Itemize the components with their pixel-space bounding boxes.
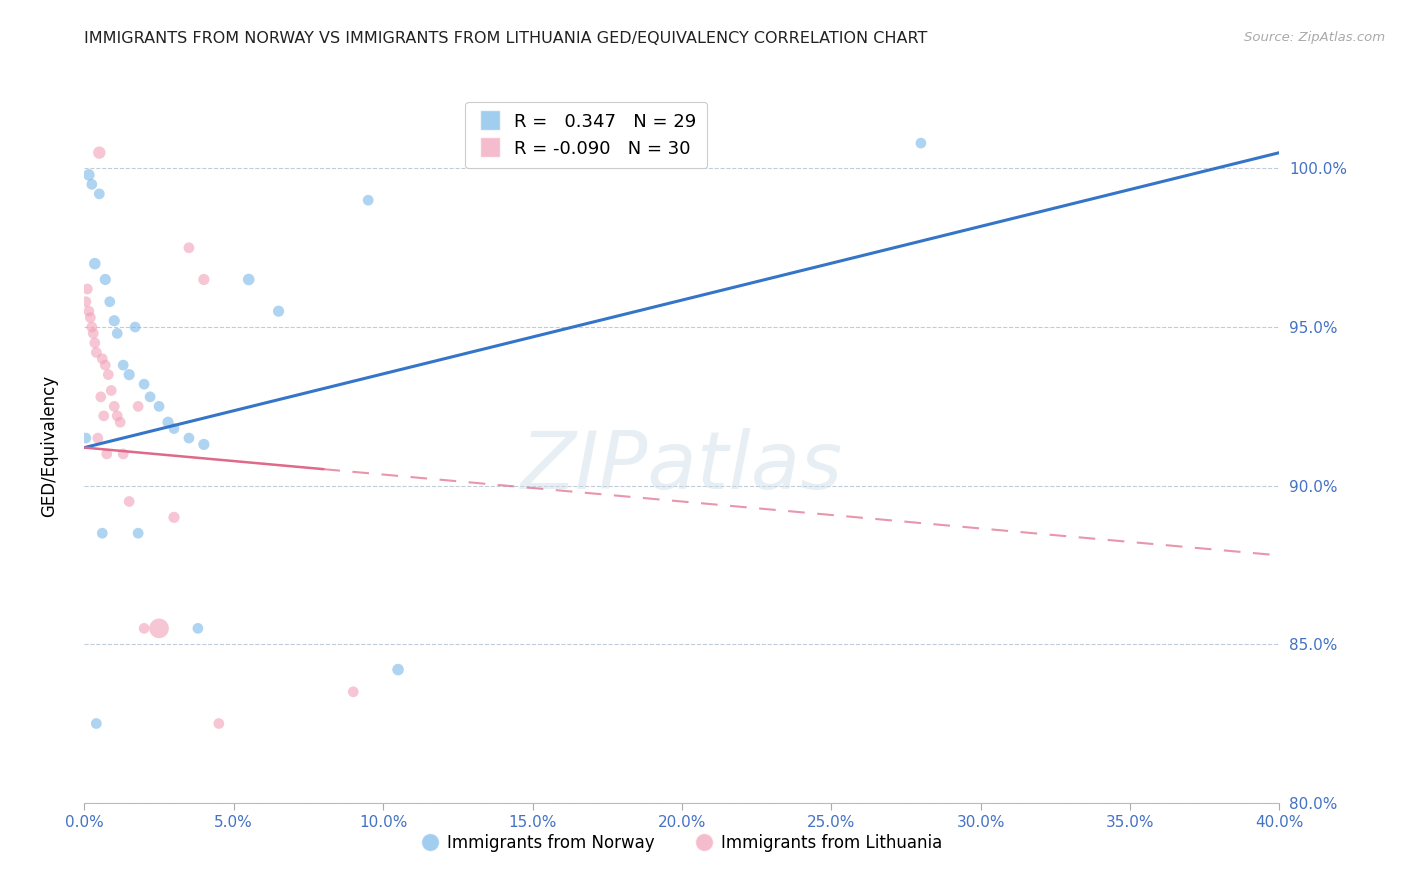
Point — [105, 409, 128, 423]
Point — [77, 304, 100, 318]
Point — [79, 310, 101, 325]
Point — [342, 685, 364, 699]
Point — [492, 145, 515, 160]
Point — [80, 178, 103, 192]
Point — [112, 447, 135, 461]
Text: Source: ZipAtlas.com: Source: ZipAtlas.com — [1244, 31, 1385, 45]
Text: IMMIGRANTS FROM NORWAY VS IMMIGRANTS FROM LITHUANIA GED/EQUIVALENCY CORRELATION : IMMIGRANTS FROM NORWAY VS IMMIGRANTS FRO… — [84, 31, 928, 46]
Point — [89, 145, 111, 160]
Point — [77, 168, 100, 182]
Point — [267, 304, 290, 318]
Point — [118, 368, 141, 382]
Point — [148, 400, 170, 414]
Point — [94, 272, 117, 286]
Point — [103, 314, 125, 328]
Point — [82, 326, 104, 341]
Point — [238, 272, 260, 286]
Point — [86, 345, 108, 359]
Point — [87, 431, 110, 445]
Point — [76, 282, 98, 296]
Point — [75, 294, 97, 309]
Point — [910, 136, 932, 150]
Point — [105, 326, 128, 341]
Point — [157, 415, 180, 429]
Point — [93, 409, 115, 423]
Point — [75, 431, 97, 445]
Point — [148, 621, 170, 635]
Point — [91, 351, 114, 366]
Legend: Immigrants from Norway, Immigrants from Lithuania: Immigrants from Norway, Immigrants from … — [415, 828, 949, 859]
Point — [132, 621, 156, 635]
Point — [177, 241, 200, 255]
Point — [139, 390, 162, 404]
Point — [193, 272, 215, 286]
Point — [100, 384, 122, 398]
Point — [163, 421, 186, 435]
Point — [193, 437, 215, 451]
Point — [97, 368, 120, 382]
Point — [187, 621, 209, 635]
Point — [98, 294, 121, 309]
Point — [357, 193, 380, 207]
Point — [86, 716, 108, 731]
Point — [80, 320, 103, 334]
Point — [96, 447, 118, 461]
Point — [127, 400, 149, 414]
Point — [90, 390, 112, 404]
Point — [118, 494, 141, 508]
Point — [124, 320, 146, 334]
Point — [83, 335, 105, 350]
Point — [91, 526, 114, 541]
Point — [103, 400, 125, 414]
Point — [132, 377, 156, 392]
Text: ZIPatlas: ZIPatlas — [520, 428, 844, 507]
Text: GED/Equivalency: GED/Equivalency — [41, 375, 58, 517]
Point — [83, 257, 105, 271]
Point — [89, 186, 111, 201]
Point — [127, 526, 149, 541]
Point — [177, 431, 200, 445]
Point — [163, 510, 186, 524]
Point — [208, 716, 231, 731]
Point — [94, 358, 117, 372]
Point — [387, 663, 409, 677]
Point — [112, 358, 135, 372]
Point — [110, 415, 132, 429]
